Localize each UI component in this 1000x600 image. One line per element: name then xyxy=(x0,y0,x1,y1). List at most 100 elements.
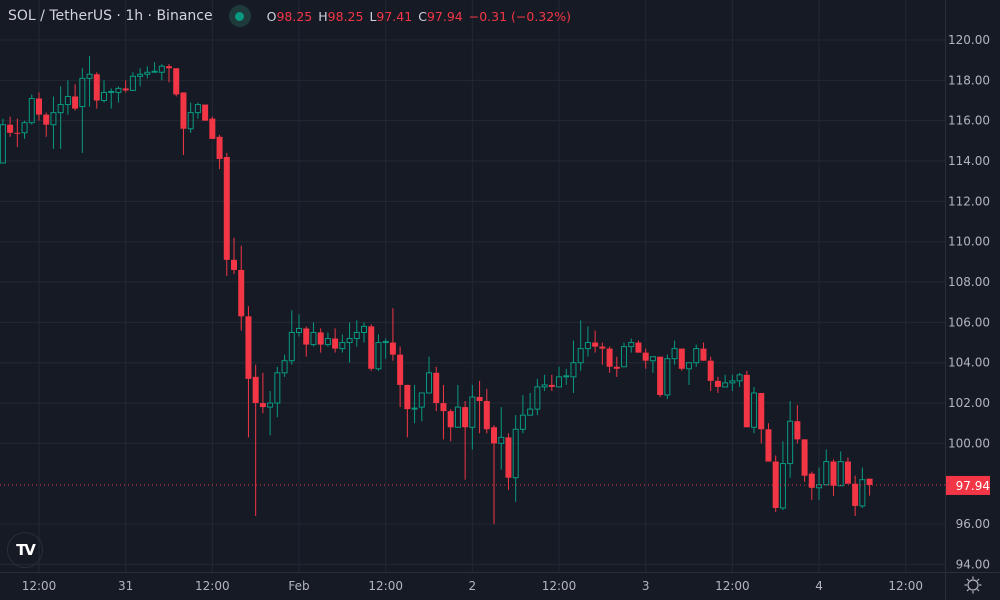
candle-body-down xyxy=(844,461,851,484)
candle-body-down xyxy=(389,342,396,355)
candle-body-down xyxy=(317,332,324,345)
candle-body-up xyxy=(729,380,736,384)
candle-body-down xyxy=(758,392,765,430)
price-tick-label: 116.00 xyxy=(948,114,990,128)
candle-body-up xyxy=(375,342,382,370)
candle-body-up xyxy=(787,420,794,465)
tradingview-logo-icon[interactable]: TV xyxy=(7,532,43,568)
price-tick-label: 94.00 xyxy=(956,557,990,571)
candle-body-up xyxy=(527,408,534,416)
high-value: 98.25 xyxy=(327,8,364,24)
candle-body-up xyxy=(426,372,433,394)
price-tick-label: 112.00 xyxy=(948,194,990,208)
candle-body-down xyxy=(801,439,808,476)
close-label: C xyxy=(418,8,427,24)
candle-body-down xyxy=(635,342,642,353)
candle-body-down xyxy=(866,478,873,485)
candle-body-up xyxy=(751,392,758,428)
candle-body-up xyxy=(115,87,122,93)
price-tick-label: 104.00 xyxy=(948,356,990,370)
time-tick-label: Feb xyxy=(288,579,309,593)
candle-body-up xyxy=(158,65,165,73)
candle-body-down xyxy=(166,66,173,69)
candle-body-down xyxy=(743,374,750,428)
time-tick-label: 4 xyxy=(815,579,823,593)
candle-body-up xyxy=(324,338,331,346)
candle-body-down xyxy=(180,92,187,129)
candle-body-down xyxy=(613,366,620,369)
candle-body-up xyxy=(570,362,577,378)
candle-body-up xyxy=(823,461,830,486)
candle-body-down xyxy=(368,326,375,369)
candle-body-up xyxy=(519,414,526,430)
candle-body-up xyxy=(859,479,866,507)
candle-body-up xyxy=(339,342,346,350)
price-tick-label: 110.00 xyxy=(948,235,990,249)
time-tick-label: 3 xyxy=(642,579,650,593)
candle-body-up xyxy=(129,75,136,91)
time-tick-label: 12:00 xyxy=(715,579,750,593)
price-tick-label: 114.00 xyxy=(948,154,990,168)
candle-body-down xyxy=(43,114,50,125)
candle-body-down xyxy=(36,98,42,115)
candle-body-up xyxy=(664,358,671,396)
candle-body-down xyxy=(483,401,490,430)
candle-body-down xyxy=(252,376,259,404)
symbol-title[interactable]: SOL / TetherUS · 1h · Binance xyxy=(8,8,213,24)
candle-body-down xyxy=(440,403,447,412)
candle-body-up xyxy=(101,91,108,102)
candle-body-down xyxy=(700,348,707,361)
candle-body-down xyxy=(707,360,714,381)
candle-body-up xyxy=(21,122,28,134)
last-price-label: 97.94 xyxy=(956,479,990,493)
candle-body-up xyxy=(556,376,563,388)
price-tick-label: 120.00 xyxy=(948,33,990,47)
open-label: O xyxy=(266,8,277,24)
candle-body-up xyxy=(86,73,93,79)
last-price-badge xyxy=(946,475,990,495)
candle-body-up xyxy=(274,372,281,404)
candle-body-down xyxy=(259,403,266,408)
time-tick-label: 12:00 xyxy=(22,579,57,593)
open-value: 98.25 xyxy=(276,8,313,24)
candle-body-up xyxy=(454,406,461,428)
candle-body-up xyxy=(469,396,476,428)
candle-body-down xyxy=(599,346,606,349)
candle-body-up xyxy=(584,342,591,350)
time-tick-label: 12:00 xyxy=(542,579,577,593)
candle-body-up xyxy=(346,338,353,344)
candle-body-down xyxy=(303,328,310,345)
settings-gear-icon[interactable] xyxy=(964,576,982,594)
candle-body-up xyxy=(288,331,295,362)
candle-body-up xyxy=(310,331,317,346)
candle-body-up xyxy=(512,428,519,479)
candle-body-up xyxy=(577,348,584,364)
candle-body-up xyxy=(534,386,541,410)
candle-body-up xyxy=(722,382,729,388)
ohlc-values: O98.25 H98.25 L97.41 C97.94 −0.31 (−0.32… xyxy=(267,9,571,24)
candle-body-down xyxy=(606,348,613,367)
candle-body-down xyxy=(245,316,252,379)
candle-body-up xyxy=(57,104,64,114)
candle-body-down xyxy=(122,88,129,91)
candle-body-up xyxy=(267,402,274,408)
candle-body-down xyxy=(491,427,498,444)
price-tick-label: 118.00 xyxy=(948,73,990,87)
candle-body-up xyxy=(64,95,71,106)
candle-body-up xyxy=(28,97,35,124)
candle-body-up xyxy=(144,71,151,75)
price-tick-label: 108.00 xyxy=(948,275,990,289)
candle-body-up xyxy=(779,463,786,509)
candle-body-down xyxy=(772,461,779,508)
candle-body-down xyxy=(93,74,100,101)
market-open-dot-icon xyxy=(235,11,245,21)
candle-body-down xyxy=(592,342,599,347)
candle-body-down xyxy=(404,384,411,410)
market-status-indicator[interactable] xyxy=(228,5,251,27)
candle-body-up xyxy=(736,374,743,382)
candle-body-down xyxy=(447,411,454,428)
candle-body-down xyxy=(231,259,238,270)
candle-body-up xyxy=(361,325,368,333)
